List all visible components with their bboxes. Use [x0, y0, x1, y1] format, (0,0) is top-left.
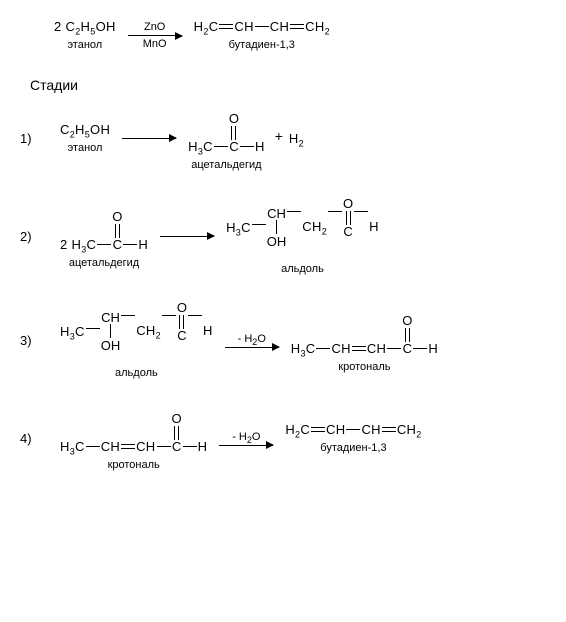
catalyst-bottom: MnO	[143, 38, 167, 50]
product-name: альдоль	[281, 263, 324, 275]
stage-2: 2) 2 H3C O C H ацетальдегид H3C CH OH	[20, 197, 546, 275]
frag-c: C	[113, 238, 122, 251]
frag-h3c: H3C	[291, 342, 316, 355]
reactant-name: кротональ	[108, 459, 160, 471]
overall-product: H2C CH CH CH2 бутадиен-1,3	[194, 20, 330, 51]
carbonyl: O C	[343, 197, 353, 238]
frag-h3c: H3C	[188, 140, 213, 153]
frag-ch2: CH2	[136, 324, 161, 337]
carbonyl: O C	[229, 112, 239, 153]
stage1-reactant: C2H5OH этанол	[60, 123, 110, 154]
frag-ch: CH	[326, 423, 345, 436]
stage-1: 1) C2H5OH этанол H3C O C H ацетальдегид …	[20, 105, 546, 171]
condition: - H2O	[232, 431, 260, 443]
frag-o: O	[172, 412, 182, 425]
frag-o: O	[402, 314, 412, 327]
catalyst-top: ZnO	[144, 21, 165, 33]
stage-3: 3) H3C CH OH CH2 O C H альдоль - H2O	[20, 301, 546, 379]
product-name: ацетальдегид	[191, 159, 261, 171]
frag-c: C	[172, 440, 181, 453]
product-name: бутадиен-1,3	[229, 39, 295, 51]
overall-reaction: 2 C2H5OH этанол ZnO MnO H2C CH CH CH2 бу…	[50, 20, 546, 51]
frag-ch: CH	[136, 440, 155, 453]
coefficient: 2	[54, 20, 62, 33]
stage4-product-butadiene: H2C CH CH CH2 бутадиен-1,3	[285, 423, 421, 454]
frag-h: H	[255, 140, 265, 153]
frag-c: C	[229, 140, 238, 153]
frag-h: H	[203, 324, 213, 337]
stage1-arrow	[122, 138, 176, 139]
frag-ch: CH	[361, 423, 380, 436]
h2: H2	[289, 132, 304, 145]
reactant-formula: C2H5OH	[60, 123, 110, 136]
condition: - H2O	[238, 333, 266, 345]
frag: H2C	[194, 20, 219, 33]
reactant-name: альдоль	[115, 367, 158, 379]
frag-o: O	[112, 210, 122, 223]
stage2-product-aldol: H3C CH OH CH2 O C H альдоль	[226, 197, 379, 275]
stage3-arrow: - H2O	[225, 333, 279, 348]
overall-reactant: 2 C2H5OH этанол	[54, 20, 116, 51]
carbonyl: O C	[172, 412, 182, 453]
stage-number: 4)	[20, 431, 56, 446]
frag-o: O	[343, 197, 353, 210]
stage-number: 1)	[20, 131, 56, 146]
reactant-name: этанол	[68, 142, 103, 154]
frag-c: C	[403, 342, 412, 355]
frag-h: H	[138, 238, 148, 251]
frag-ch: CH	[267, 207, 286, 220]
frag-h3c: H3C	[60, 325, 85, 338]
frag: CH2	[305, 20, 330, 33]
stage1-product-acetaldehyde: H3C O C H ацетальдегид	[188, 105, 265, 171]
frag-o: O	[229, 112, 239, 125]
stages-heading: Стадии	[30, 77, 546, 93]
stage2-reactant: 2 H3C O C H ацетальдегид	[60, 203, 148, 269]
reactant-name: этанол	[67, 39, 102, 51]
stage4-reactant-crotonal: H3C CH CH O C H кротональ	[60, 405, 207, 471]
frag-h: H	[428, 342, 438, 355]
frag-h3c: H3C	[72, 238, 97, 251]
frag-ch2: CH2	[302, 220, 327, 233]
stage3-reactant-aldol: H3C CH OH CH2 O C H альдоль	[60, 301, 213, 379]
frag-h: H	[369, 220, 379, 233]
carbonyl: O C	[177, 301, 187, 342]
frag-ch: CH	[331, 342, 350, 355]
reactant-formula: C2H5OH	[66, 20, 116, 33]
carbonyl: O C	[112, 210, 122, 251]
frag-c: C	[343, 225, 352, 238]
frag-h3c: H3C	[60, 440, 85, 453]
product-name: бутадиен-1,3	[320, 442, 386, 454]
frag: CH	[234, 20, 253, 33]
ch-oh: CH OH	[101, 311, 121, 352]
frag-ch: CH	[367, 342, 386, 355]
stage-4: 4) H3C CH CH O C H кротональ - H2O H2C C…	[20, 405, 546, 471]
stage2-arrow	[160, 236, 214, 237]
frag-h: H	[198, 440, 208, 453]
frag: CH	[270, 20, 289, 33]
frag-ch: CH	[101, 440, 120, 453]
frag-h2c: H2C	[285, 423, 310, 436]
frag-oh: OH	[267, 235, 287, 248]
reactant-name: ацетальдегид	[69, 257, 139, 269]
frag-c: C	[177, 329, 186, 342]
frag-h3c: H3C	[226, 221, 251, 234]
frag-o: O	[177, 301, 187, 314]
plus-sign: +	[275, 128, 283, 144]
overall-arrow: ZnO MnO	[128, 21, 182, 50]
frag-ch: CH	[101, 311, 120, 324]
frag-oh: OH	[101, 339, 121, 352]
carbonyl: O C	[402, 314, 412, 355]
stage-number: 3)	[20, 333, 56, 348]
ch-oh: CH OH	[267, 207, 287, 248]
stage4-arrow: - H2O	[219, 431, 273, 446]
frag-ch2: CH2	[397, 423, 422, 436]
coefficient: 2	[60, 238, 68, 251]
stage-number: 2)	[20, 229, 56, 244]
stage3-product-crotonal: H3C CH CH O C H кротональ	[291, 307, 438, 373]
product-name: кротональ	[338, 361, 390, 373]
